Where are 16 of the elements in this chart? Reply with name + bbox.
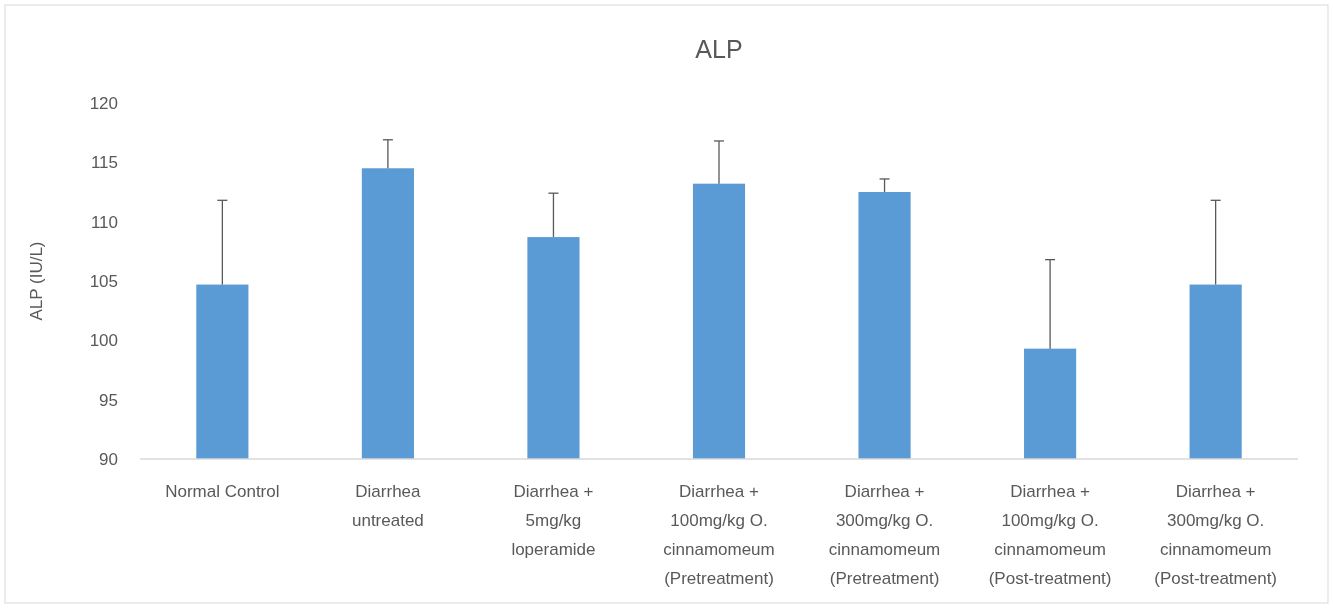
y-axis-title: ALP (IU/L) [27,241,46,321]
y-tick-label: 120 [89,93,118,113]
y-tick-label: 110 [90,212,118,232]
y-tick-label: 100 [89,331,118,351]
y-tick-label: 95 [99,390,118,410]
x-tick-label: Normal Control [165,482,280,501]
x-tick-label: Diarrhea untreated [351,482,424,530]
x-tick-label: Diarrhea + 300mg/kg O. cinnamomeum (Pretreatment) [828,482,941,588]
y-tick-label: 105 [89,271,118,291]
y-tick-label: 115 [90,153,118,173]
x-tick-label: Diarrhea + 5mg/kg loperamide [511,482,596,559]
x-tick-label: Diarrhea + 100mg/kg O. cinnamomeum (Post-treatment) [988,482,1112,588]
x-tick-label: Diarrhea + 300mg/kg O. cinnamomeum (Post-treatment) [1154,482,1278,588]
chart-title: ALP [695,35,743,63]
y-tick-label: 90 [99,449,118,469]
x-tick-label: Diarrhea + 100mg/kg O. cinnamomeum (Pretreatment) [663,482,775,588]
